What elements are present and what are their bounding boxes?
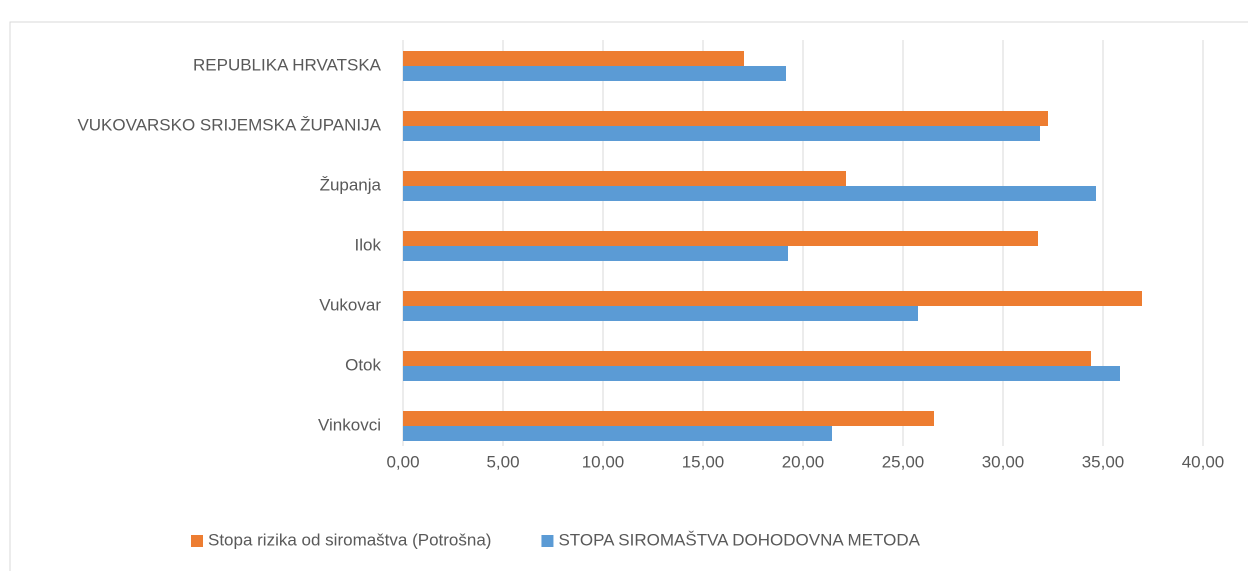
x-tick-label: 15,00 xyxy=(682,452,725,471)
bar xyxy=(403,246,788,261)
y-tick-label: Ilok xyxy=(355,235,382,254)
chart-frame xyxy=(9,21,1248,571)
bar xyxy=(403,126,1040,141)
x-tick-label: 25,00 xyxy=(882,452,925,471)
y-tick-label: Otok xyxy=(345,355,381,374)
legend-swatch xyxy=(541,535,554,547)
y-tick-label: Vukovar xyxy=(319,295,381,314)
bar xyxy=(403,231,1038,246)
y-tick-label: Vinkovci xyxy=(318,415,381,434)
bar xyxy=(403,66,786,81)
legend-swatch xyxy=(191,535,203,547)
legend-label: Stopa rizika od siromaštva (Potrošna) xyxy=(208,530,491,549)
bar xyxy=(403,186,1096,201)
x-tick-label: 20,00 xyxy=(782,452,825,471)
x-tick-label: 0,00 xyxy=(386,452,419,471)
bar xyxy=(403,111,1048,126)
x-tick-label: 30,00 xyxy=(982,452,1025,471)
x-tick-label: 5,00 xyxy=(486,452,519,471)
bar xyxy=(403,366,1120,381)
bar xyxy=(403,351,1091,366)
bar xyxy=(403,291,1142,306)
bar xyxy=(403,426,832,441)
legend-label: STOPA SIROMAŠTVA DOHODOVNA METODA xyxy=(558,530,920,549)
x-tick-label: 40,00 xyxy=(1182,452,1225,471)
y-tick-label: VUKOVARSKO SRIJEMSKA ŽUPANIJA xyxy=(77,115,381,134)
bar xyxy=(403,51,744,66)
y-tick-label: REPUBLIKA HRVATSKA xyxy=(193,55,382,74)
bar xyxy=(403,411,934,426)
x-tick-label: 10,00 xyxy=(582,452,625,471)
y-tick-label: Županja xyxy=(320,175,382,194)
bar xyxy=(403,306,918,321)
x-tick-label: 35,00 xyxy=(1082,452,1125,471)
bar xyxy=(403,171,846,186)
